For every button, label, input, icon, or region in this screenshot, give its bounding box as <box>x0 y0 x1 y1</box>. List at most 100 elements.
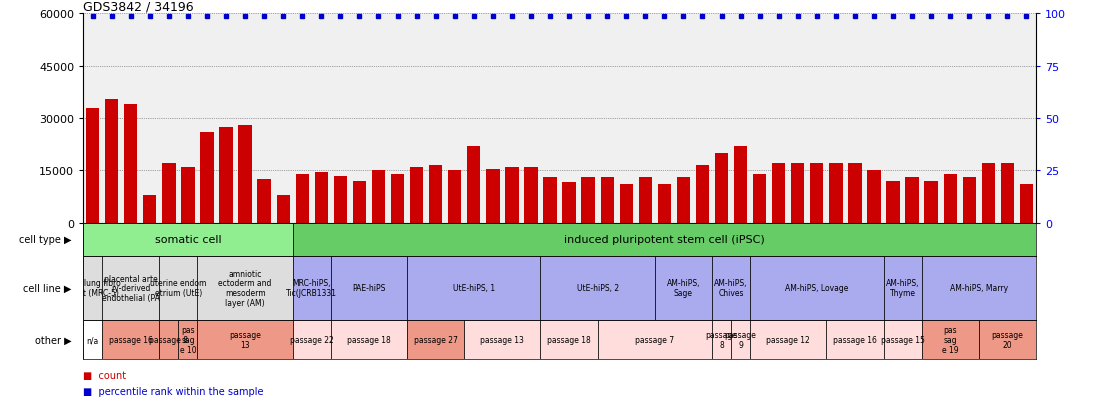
Bar <box>182 167 195 223</box>
Bar <box>733 147 747 223</box>
Bar <box>978 320 1036 359</box>
Bar <box>597 320 712 359</box>
Bar <box>827 320 883 359</box>
Bar <box>963 178 976 223</box>
Text: fetal lung fibro
blast (MRC-5): fetal lung fibro blast (MRC-5) <box>64 279 121 297</box>
Bar <box>201 133 214 223</box>
Bar <box>407 320 464 359</box>
Bar <box>886 181 900 223</box>
Bar <box>712 256 750 320</box>
Bar <box>524 167 537 223</box>
Bar <box>102 320 160 359</box>
Text: AM-hiPS,
Thyme: AM-hiPS, Thyme <box>885 279 920 297</box>
Bar <box>257 180 270 223</box>
Bar <box>944 174 957 223</box>
Bar <box>810 164 823 223</box>
Bar <box>655 256 712 320</box>
Text: UtE-hiPS, 1: UtE-hiPS, 1 <box>453 284 495 292</box>
Bar <box>468 147 481 223</box>
Bar <box>102 256 160 320</box>
Text: pas
sag
e 10: pas sag e 10 <box>179 325 196 354</box>
Text: cell type ▶: cell type ▶ <box>19 235 72 244</box>
Text: passage
8: passage 8 <box>706 330 738 349</box>
Text: ■  count: ■ count <box>83 370 126 380</box>
Bar <box>197 256 293 320</box>
Bar <box>429 166 442 223</box>
Bar <box>293 320 331 359</box>
Text: ■  percentile rank within the sample: ■ percentile rank within the sample <box>83 387 264 396</box>
Bar <box>582 178 595 223</box>
Text: passage 16: passage 16 <box>833 335 876 344</box>
Text: other ▶: other ▶ <box>35 335 72 345</box>
Bar <box>883 256 922 320</box>
Bar <box>922 256 1036 320</box>
Bar <box>334 176 347 223</box>
Bar <box>83 256 102 320</box>
Bar <box>293 256 331 320</box>
Text: pas
sag
e 19: pas sag e 19 <box>942 325 958 354</box>
Text: amniotic
ectoderm and
mesoderm
layer (AM): amniotic ectoderm and mesoderm layer (AM… <box>218 269 271 307</box>
Bar <box>905 178 919 223</box>
Bar <box>448 171 461 223</box>
Bar <box>731 320 750 359</box>
Text: passage 16: passage 16 <box>109 335 153 344</box>
Bar <box>715 154 728 223</box>
Bar <box>143 195 156 223</box>
Bar <box>410 167 423 223</box>
Bar <box>197 320 293 359</box>
Text: passage 18: passage 18 <box>347 335 391 344</box>
Bar <box>486 169 500 223</box>
Bar <box>750 320 827 359</box>
Bar <box>982 164 995 223</box>
Text: somatic cell: somatic cell <box>155 235 222 244</box>
Bar <box>160 256 197 320</box>
Bar <box>696 166 709 223</box>
Bar <box>753 174 767 223</box>
Bar <box>296 174 309 223</box>
Text: AM-hiPS,
Sage: AM-hiPS, Sage <box>667 279 700 297</box>
Bar <box>162 164 175 223</box>
Bar <box>829 164 842 223</box>
Bar <box>331 320 407 359</box>
Bar <box>541 320 597 359</box>
Bar <box>601 178 614 223</box>
Bar <box>160 320 178 359</box>
Bar <box>407 256 541 320</box>
Bar <box>219 128 233 223</box>
Text: cell line ▶: cell line ▶ <box>23 283 72 293</box>
Text: AM-hiPS,
Chives: AM-hiPS, Chives <box>715 279 748 297</box>
Bar <box>124 105 137 223</box>
Bar <box>772 164 786 223</box>
Text: PAE-hiPS: PAE-hiPS <box>352 284 386 292</box>
Bar <box>1019 185 1033 223</box>
Bar <box>543 178 556 223</box>
Text: placental arte
ry-derived
endothelial (PA: placental arte ry-derived endothelial (P… <box>102 274 160 302</box>
Text: passage 12: passage 12 <box>767 335 810 344</box>
Text: n/a: n/a <box>86 335 99 344</box>
Text: passage 7: passage 7 <box>635 335 675 344</box>
Bar <box>372 171 386 223</box>
Bar <box>105 100 119 223</box>
Bar <box>883 320 922 359</box>
Bar <box>315 173 328 223</box>
Text: passage
13: passage 13 <box>229 330 261 349</box>
Text: passage 15: passage 15 <box>881 335 924 344</box>
Bar <box>677 178 690 223</box>
Text: GDS3842 / 34196: GDS3842 / 34196 <box>83 0 194 13</box>
Text: passage 22: passage 22 <box>290 335 334 344</box>
Bar <box>924 181 937 223</box>
Bar <box>563 183 576 223</box>
Text: passage 8: passage 8 <box>150 335 188 344</box>
Bar <box>86 108 100 223</box>
Bar <box>83 320 102 359</box>
Text: passage
9: passage 9 <box>725 330 757 349</box>
Text: passage 13: passage 13 <box>481 335 524 344</box>
Text: uterine endom
etrium (UtE): uterine endom etrium (UtE) <box>151 279 206 297</box>
Bar <box>505 167 519 223</box>
Bar <box>277 195 290 223</box>
Text: passage 18: passage 18 <box>547 335 591 344</box>
Bar <box>868 171 881 223</box>
Bar <box>638 178 652 223</box>
Text: AM-hiPS, Lovage: AM-hiPS, Lovage <box>786 284 849 292</box>
Text: passage
20: passage 20 <box>992 330 1024 349</box>
